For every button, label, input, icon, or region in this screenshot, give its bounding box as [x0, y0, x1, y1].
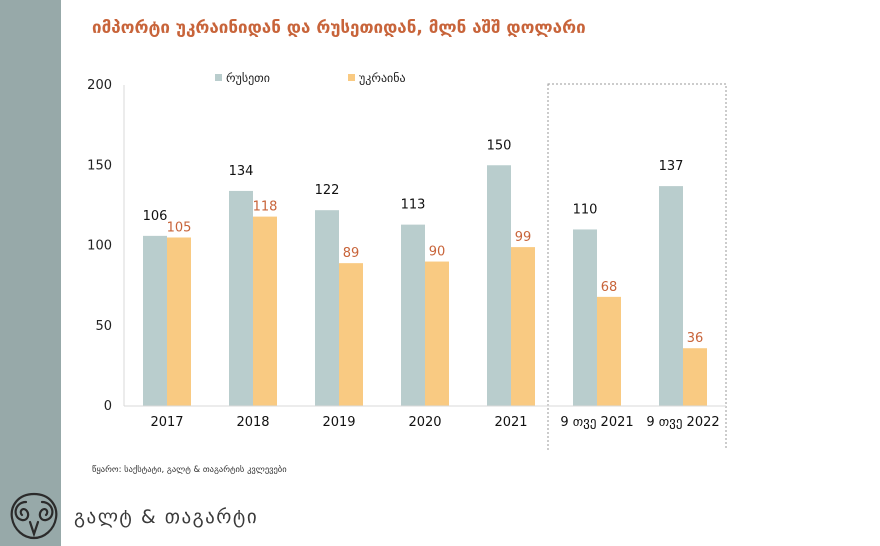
legend-swatch-ukraine [348, 74, 355, 81]
y-tick-label: 0 [104, 399, 112, 414]
page-title: იმპორტი უკრაინიდან და რუსეთიდან, მლნ აშშ… [92, 18, 586, 38]
legend-label-ukraine: უკრაინა [359, 71, 406, 85]
source-note: წყარო: საქსტატი, გალტ & თაგარტის კვლევებ… [92, 465, 287, 475]
bar-ukraine [339, 263, 363, 406]
x-tick-label: 2017 [150, 415, 183, 430]
data-label-ukraine: 68 [601, 280, 618, 295]
y-tick-label: 200 [87, 78, 112, 93]
bar-russia [401, 224, 425, 406]
bar-russia [487, 165, 511, 406]
data-label-ukraine: 99 [515, 230, 532, 245]
bar-russia [229, 190, 253, 406]
data-label-ukraine: 105 [167, 220, 192, 235]
sidebar-band [0, 0, 61, 546]
data-label-russia: 122 [315, 183, 340, 198]
x-tick-label: 9 თვე 2021 [560, 415, 633, 430]
data-label-ukraine: 90 [429, 245, 446, 260]
bar-russia [573, 229, 597, 406]
data-label-ukraine: 89 [343, 246, 360, 261]
y-tick-label: 100 [87, 239, 112, 254]
bar-ukraine [425, 261, 449, 406]
highlight-box [547, 83, 727, 450]
bar-ukraine [683, 348, 707, 406]
x-tick-label: 2021 [494, 415, 527, 430]
bar-russia [143, 235, 167, 406]
bar-ukraine [167, 237, 191, 406]
brand-name: გალტ & თაგარტი [74, 506, 259, 528]
data-label-russia: 113 [401, 198, 426, 213]
x-tick-label: 9 თვე 2022 [646, 415, 719, 430]
ram-logo-icon [10, 492, 58, 540]
x-tick-label: 2020 [408, 415, 441, 430]
legend-label-russia: რუსეთი [226, 71, 270, 85]
legend-swatch-russia [215, 74, 222, 81]
bar-ukraine [511, 247, 535, 406]
data-label-ukraine: 118 [253, 200, 278, 215]
y-tick-label: 50 [95, 319, 112, 334]
data-label-russia: 137 [659, 159, 684, 174]
data-label-russia: 150 [487, 138, 512, 153]
x-tick-label: 2018 [236, 415, 269, 430]
y-tick-label: 150 [87, 158, 112, 173]
x-tick-label: 2019 [322, 415, 355, 430]
data-label-russia: 110 [573, 202, 598, 217]
bar-ukraine [597, 296, 621, 406]
data-label-russia: 134 [229, 164, 254, 179]
bar-russia [659, 186, 683, 406]
bar-ukraine [253, 216, 277, 406]
data-label-ukraine: 36 [687, 331, 704, 346]
data-label-russia: 106 [143, 209, 168, 224]
bar-russia [315, 210, 339, 406]
